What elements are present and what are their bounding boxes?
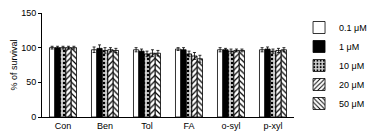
svg-text:100: 100 xyxy=(21,43,36,53)
svg-text:Tol: Tol xyxy=(141,121,153,131)
svg-text:10 μM: 10 μM xyxy=(339,61,364,71)
svg-text:o-syl: o-syl xyxy=(221,121,240,131)
svg-text:50: 50 xyxy=(26,77,36,87)
svg-text:150: 150 xyxy=(21,8,36,18)
svg-text:Con: Con xyxy=(55,121,72,131)
svg-text:20 μM: 20 μM xyxy=(339,80,364,90)
svg-text:p-xyl: p-xyl xyxy=(263,121,282,131)
svg-text:% of survival: % of survival xyxy=(9,39,19,90)
svg-text:FA: FA xyxy=(183,121,194,131)
svg-text:1 μM: 1 μM xyxy=(339,42,359,52)
svg-text:0: 0 xyxy=(31,112,36,122)
svg-text:0.1 μM: 0.1 μM xyxy=(339,23,367,33)
svg-text:50 μM: 50 μM xyxy=(339,99,364,109)
svg-text:Ben: Ben xyxy=(97,121,113,131)
